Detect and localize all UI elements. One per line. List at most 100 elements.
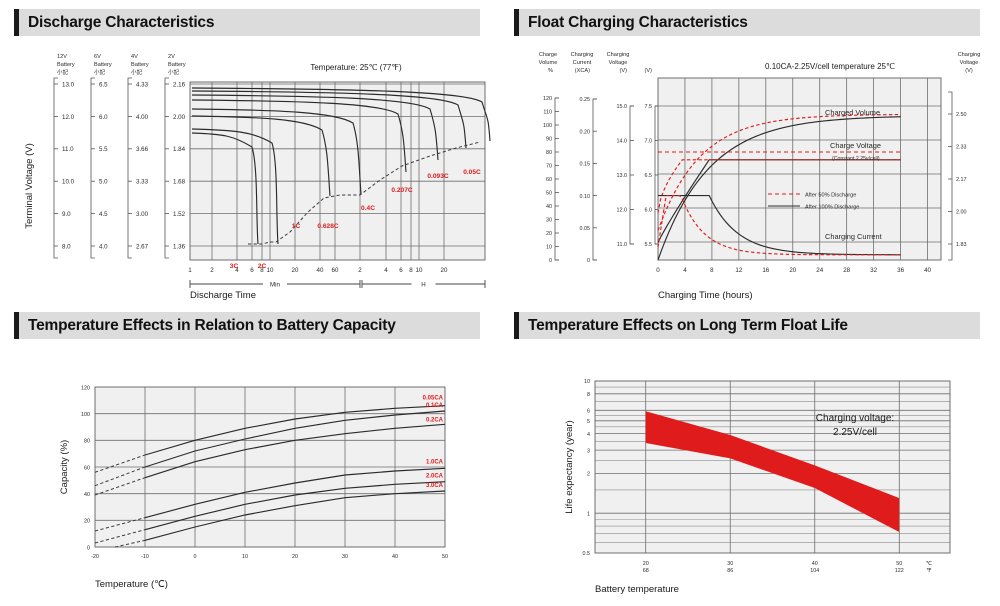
x4-tick-f-1: 86 — [727, 568, 733, 574]
x-segment-label-0: Min — [270, 282, 281, 289]
panel-title: Temperature Effects on Long Term Float L… — [528, 316, 848, 334]
y-axis-ticks: 0 20 40 60 80 100 120 — [81, 385, 90, 551]
y-axis-0-name-l1: 12V — [57, 54, 67, 60]
discharge-curve-0.207C — [191, 94, 439, 161]
x2-tick-0: 0 — [656, 267, 660, 274]
panel-title: Discharge Characteristics — [28, 13, 215, 31]
x4-tick-c-3: 50 — [896, 561, 902, 567]
y-axis-ticks: 0.5 1 2 3 4 5 6 8 10 — [583, 379, 591, 557]
y2-tick-1-0: 0 — [587, 258, 590, 264]
y2-tick-0-11: 110 — [543, 110, 552, 116]
panel-header: Temperature Effects in Relation to Batte… — [14, 312, 480, 339]
x2-tick-4: 16 — [762, 267, 769, 274]
x-segment-label-1: H — [421, 282, 425, 289]
y3-tick-0: 0 — [87, 545, 90, 551]
y2-tick-0-2: 20 — [546, 231, 552, 237]
y-axis-scales: 0 10 20 30 40 50 60 70 80 90 100 110 120 0 0.05 0.10 0.1… — [543, 91, 967, 264]
panel-temperature-capacity: Temperature Effects in Relation to Batte… — [0, 303, 500, 606]
y-axis-2-name-l2: Battery — [131, 62, 149, 68]
curve-charge-voltage-100 — [657, 159, 901, 243]
chart-float-charging: Charge Volume % Charging Current (XCA) C… — [500, 36, 1000, 303]
y4-tick-3: 3 — [587, 448, 590, 454]
chart-title: 0.10CA-2.25V/cell temperature 25℃ — [765, 62, 895, 71]
y-tick-2-3: 3.33 — [136, 179, 149, 186]
capacity-curve-3.0CA — [144, 490, 446, 541]
rate-label-3: 0.628C — [317, 223, 339, 230]
axis-charging-voltage-unit: (V) — [620, 68, 628, 74]
chart-float-life: 0.5 1 2 3 4 5 6 8 10 20 68 30 86 40 104 50 122 ℃ ℉ Chargi… — [500, 339, 1000, 606]
y2-tick-1-4: 0.20 — [580, 129, 591, 135]
discharge-curve-2C — [191, 128, 279, 245]
rate-label-7: 0.05C — [463, 169, 481, 176]
x2-tick-6: 24 — [816, 267, 823, 274]
discharge-curve-0.4C — [191, 99, 407, 173]
capacity-label-3.0CA: 3.0CA — [426, 483, 444, 489]
rate-label-1: 2C — [258, 263, 267, 270]
y-tick-3-4: 1.52 — [173, 211, 186, 218]
capacity-curve-2.0CA — [144, 481, 446, 531]
curve-charged-volume-100 — [657, 116, 901, 261]
y4-tick-5: 5 — [587, 419, 590, 425]
y-axis-group-headings: Charge Volume % Charging Current (XCA) C… — [539, 52, 981, 74]
y-tick-2-1: 4.00 — [136, 114, 149, 121]
x-tick-5: 10 — [267, 267, 274, 274]
y-tick-1-0: 6.5 — [99, 81, 108, 88]
x4-tick-c-2: 40 — [812, 561, 818, 567]
y2-right-tick-0: 1.83 — [956, 242, 967, 248]
x-axis-label: Temperature (℃) — [95, 579, 168, 590]
x2-tick-8: 32 — [870, 267, 877, 274]
y3-tick-6: 120 — [81, 385, 90, 391]
x2-tick-2: 8 — [710, 267, 714, 274]
x4-tick-f-0: 68 — [643, 568, 649, 574]
discharge-curve-0.05C — [191, 87, 491, 142]
axis-charging-current-unit: (XCA) — [575, 68, 590, 74]
y2-tick-0-10: 100 — [543, 123, 552, 129]
capacity-label-1.0CA: 1.0CA — [426, 459, 444, 465]
x4-tick-c-1: 30 — [727, 561, 733, 567]
x4-tick-f-2: 104 — [810, 568, 819, 574]
x-tick-7: 40 — [317, 267, 324, 274]
x-tick-2: 4 — [235, 267, 239, 274]
discharge-curves — [191, 87, 491, 245]
x-tick-11: 6 — [399, 267, 403, 274]
y2-tick-0-7: 70 — [546, 164, 552, 170]
axis-charging-voltage-l2: Voltage — [609, 60, 628, 66]
capacity-curve-dashed-1.0CA — [94, 517, 146, 532]
y2-tick-3-1: 6.0 — [645, 208, 653, 214]
y2-tick-0-0: 0 — [549, 258, 552, 264]
x-tick-10: 4 — [384, 267, 388, 274]
x3-tick-5: 30 — [342, 554, 348, 560]
y-axis-2-name-l1: 4V — [131, 54, 138, 60]
charging-curves — [657, 113, 901, 261]
panel-float-life: Temperature Effects on Long Term Float L… — [500, 303, 1000, 606]
y-axis-label: Life expectancy (year) — [564, 420, 575, 513]
x-tick-0: 1 — [188, 267, 192, 274]
y2-tick-1-2: 0.10 — [580, 194, 591, 200]
y2-right-tick-1: 2.00 — [956, 210, 967, 216]
legend-label-100: After 100% Discharge — [805, 205, 859, 211]
label-charging-current: Charging Current — [825, 232, 882, 241]
y2-tick-0-3: 30 — [546, 218, 552, 224]
y2-tick-0-6: 60 — [546, 177, 552, 183]
y-tick-2-0: 4.33 — [136, 81, 149, 88]
x-tick-4: 8 — [260, 267, 264, 274]
x2-tick-7: 28 — [843, 267, 850, 274]
axis-charging-voltage-l1: Charging — [607, 52, 630, 58]
plot-gridlines — [657, 77, 942, 261]
y2-tick-2-3: 14.0 — [617, 139, 628, 145]
annotation-line-1: Charging voltage: — [816, 413, 894, 424]
y2-tick-0-4: 40 — [546, 204, 552, 210]
y-axis-1-sub: 小記 — [94, 68, 106, 76]
x2-tick-3: 12 — [735, 267, 742, 274]
y2-tick-1-3: 0.15 — [580, 162, 591, 168]
axis-charge-volume-l1: Charge — [539, 52, 557, 58]
capacity-label-0.1CA: 0.1CA — [426, 403, 444, 409]
label-charge-voltage: Charge Voltage — [830, 141, 881, 150]
axis-charge-volume-unit: % — [548, 68, 553, 74]
y-axis-group-headings: 12V Battery 小記 6V Battery 小記 4V Battery … — [57, 54, 186, 76]
discharge-curve-3C — [191, 132, 259, 245]
y-axis-3-sub: 小記 — [168, 68, 180, 76]
curve-labels: Charged Volume Charge Voltage (Constant … — [825, 108, 882, 241]
